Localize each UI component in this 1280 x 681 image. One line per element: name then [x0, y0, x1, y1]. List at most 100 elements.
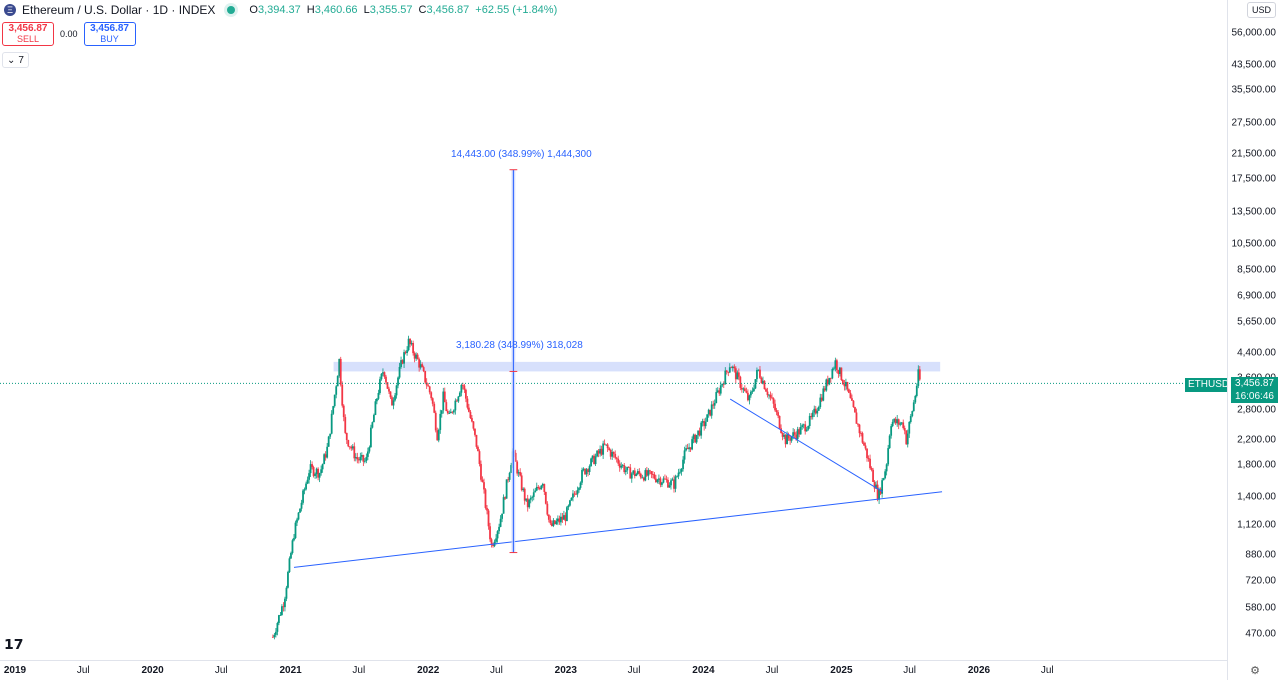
- currency-selector[interactable]: USD: [1246, 2, 1276, 18]
- time-axis[interactable]: 2019 Jul 2020 Jul 2021 Jul 2022 Jul 2023 Jul 2024 J…: [0, 660, 1228, 681]
- candle-body: [905, 430, 908, 445]
- candle-body: [653, 474, 656, 479]
- candle-body: [549, 519, 552, 524]
- candle-body: [817, 407, 820, 411]
- candle-body: [872, 469, 874, 482]
- candle-body: [624, 470, 627, 472]
- symbol-title[interactable]: Ethereum / U.S. Dollar · 1D · INDEX: [22, 3, 216, 17]
- candle-body: [413, 353, 416, 359]
- candle-body: [754, 379, 757, 389]
- candle-body: [397, 377, 399, 386]
- candle-body: [566, 507, 568, 522]
- candle-body: [858, 424, 861, 434]
- candle-body: [719, 385, 722, 394]
- candle-body: [875, 484, 877, 489]
- candle-body: [912, 402, 915, 412]
- candle-body: [351, 446, 354, 449]
- candle-body: [505, 479, 508, 499]
- tradingview-logo-icon[interactable]: 𝟭𝟳: [4, 636, 24, 652]
- candle-body: [870, 468, 873, 470]
- candle-body: [706, 414, 709, 422]
- candle-body: [296, 519, 298, 523]
- candle-body: [558, 518, 561, 523]
- candle-body: [573, 493, 576, 495]
- candle-body: [647, 470, 650, 476]
- candle-body: [691, 439, 693, 450]
- candle-body: [774, 403, 776, 411]
- candle-body: [780, 428, 782, 434]
- candle-body: [725, 370, 728, 372]
- candle-body: [899, 423, 902, 425]
- candle-body: [341, 384, 344, 406]
- candle-body: [701, 421, 704, 423]
- ohlc-high: H3,460.66: [306, 4, 358, 16]
- candle-body: [650, 471, 653, 475]
- candle-body: [814, 408, 817, 414]
- candle-body: [404, 352, 407, 354]
- price-tick-label: 1,400.00: [1237, 491, 1276, 503]
- spread-value: 0.00: [60, 29, 78, 39]
- candle-body: [581, 470, 583, 483]
- time-tick-label: Jul: [76, 665, 90, 676]
- candle-body: [373, 414, 375, 423]
- ohlc-change: +62.55 (+1.84%): [475, 4, 558, 16]
- price-tick-label: 35,500.00: [1231, 84, 1277, 96]
- candle-body: [750, 391, 752, 396]
- price-axis[interactable]: USD 56,000.00 43,500.00 35,500.00 27,500.00…: [1227, 0, 1280, 680]
- candle-body: [526, 498, 529, 508]
- candle-body: [409, 338, 412, 345]
- candle-body: [570, 497, 573, 501]
- candle-body: [807, 425, 810, 430]
- candle-body: [642, 477, 645, 481]
- candle-body: [661, 482, 663, 485]
- time-tick-label: 2024: [692, 665, 715, 676]
- indicators-toggle[interactable]: ⌄ 7: [2, 52, 29, 68]
- candle-body: [287, 572, 289, 588]
- candle-body: [820, 397, 823, 401]
- candle-body: [538, 488, 541, 490]
- ohlc-close: C3,456.87: [418, 4, 470, 16]
- price-tick-label: 720.00: [1245, 575, 1276, 587]
- price-tick-label: 1,120.00: [1237, 519, 1276, 531]
- candle-body: [765, 389, 767, 392]
- candle-body: [789, 438, 792, 441]
- candle-body: [371, 422, 374, 428]
- candle-body: [724, 370, 727, 385]
- last-price-label: 3,456.87 16:06:46: [1231, 377, 1278, 403]
- candle-body: [819, 397, 822, 408]
- candle-body: [326, 446, 329, 458]
- candle-body: [902, 422, 905, 429]
- candle-body: [712, 404, 715, 406]
- candle-body: [418, 359, 421, 368]
- candle-body: [718, 390, 721, 394]
- candle-body: [630, 473, 633, 479]
- settings-gear-icon[interactable]: ⚙: [1250, 665, 1260, 677]
- candle-body: [863, 442, 865, 446]
- price-tick-label: 2,200.00: [1237, 434, 1276, 446]
- candle-body: [357, 459, 360, 461]
- candle-body: [303, 489, 306, 491]
- candle-body: [345, 432, 348, 441]
- sell-button[interactable]: 3,456.87 SELL: [2, 22, 54, 46]
- candle-body: [495, 538, 497, 542]
- candle-body: [311, 464, 313, 468]
- candle-body: [478, 451, 481, 464]
- candle-body: [344, 417, 347, 433]
- candle-body: [282, 606, 285, 608]
- buy-button[interactable]: 3,456.87 BUY: [83, 22, 136, 46]
- candle-body: [805, 429, 808, 432]
- candle-body: [679, 471, 681, 473]
- bar-countdown: 16:06:46: [1235, 391, 1274, 402]
- price-chart[interactable]: [0, 0, 1228, 660]
- candle-body: [481, 479, 484, 483]
- candle-body: [846, 381, 849, 390]
- candle-body: [644, 470, 647, 481]
- candle-body: [466, 398, 469, 408]
- candle-body: [648, 470, 651, 472]
- candle-body: [461, 384, 464, 386]
- candle-body: [759, 369, 761, 378]
- candle-body: [546, 503, 549, 515]
- candle-body: [290, 553, 292, 559]
- candle-body: [822, 388, 825, 401]
- candle-body: [866, 448, 868, 459]
